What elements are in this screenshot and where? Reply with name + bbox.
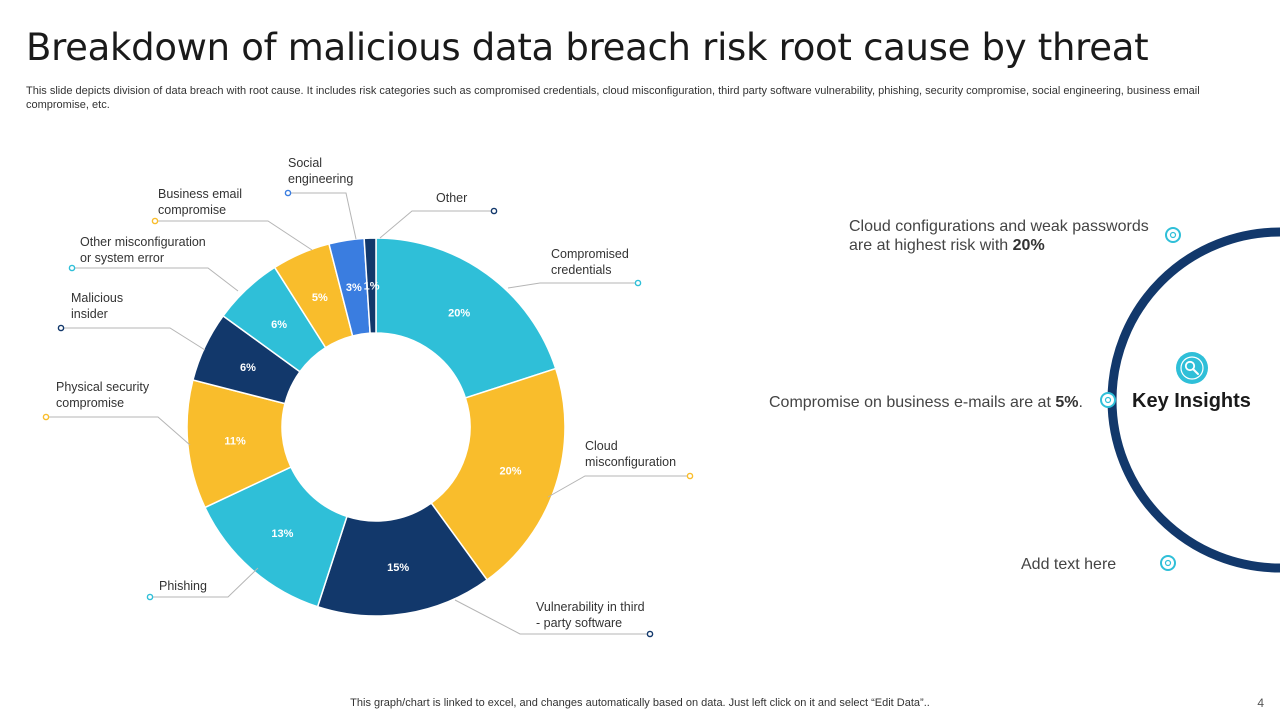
insight-1-value: 20% xyxy=(1012,237,1045,254)
slide-subtitle: This slide depicts division of data brea… xyxy=(26,85,1200,111)
leader-line-9 xyxy=(288,192,357,240)
category-label-6: Malicious insider xyxy=(71,291,123,321)
insight-1-text: Cloud configurations and weak passwords … xyxy=(849,218,1149,254)
page-number: 4 xyxy=(1257,696,1264,710)
leader-dot-4 xyxy=(146,593,154,601)
leader-dot-5 xyxy=(42,413,50,421)
insight-text-3: Add text here xyxy=(1021,556,1117,573)
key-insights-heading: Key Insights xyxy=(1132,390,1251,412)
leader-line-1 xyxy=(507,282,638,289)
leader-dot-2 xyxy=(686,472,694,480)
insights-graphic xyxy=(1100,227,1280,573)
leader-dot-3 xyxy=(646,630,654,638)
insight-text-1: Cloud configurations and weak passwords … xyxy=(849,217,1154,255)
leader-line-8 xyxy=(155,220,313,251)
category-label-5: Physical security compromise xyxy=(56,380,150,410)
category-label-9: Social engineering xyxy=(288,156,353,186)
leader-dot-1 xyxy=(634,279,642,287)
slice-percent-label-1: 20% xyxy=(448,308,470,320)
leader-dot-7 xyxy=(68,264,76,272)
insight-2-text: Compromise on business e-mails are at xyxy=(769,394,1051,411)
category-label-3: Vulnerability in third - party software xyxy=(536,600,645,630)
footer-note: This graph/chart is linked to excel, and… xyxy=(350,697,930,709)
slice-percent-label-10: 1% xyxy=(364,281,380,293)
slice-percent-label-2: 20% xyxy=(500,466,522,478)
leader-line-2 xyxy=(547,475,690,498)
slice-percent-label-3: 15% xyxy=(387,562,409,574)
donut-slice-1[interactable] xyxy=(375,237,557,399)
donut-slice-2[interactable] xyxy=(430,367,566,581)
category-label-7: Other misconfiguration or system error xyxy=(80,235,206,265)
slice-percent-label-5: 11% xyxy=(224,435,246,447)
leader-line-6 xyxy=(61,327,206,351)
magnifier-icon xyxy=(1176,352,1208,384)
slice-percent-label-9: 3% xyxy=(346,282,362,294)
leader-line-3 xyxy=(454,599,650,635)
insight-2-value: 5% xyxy=(1055,394,1079,411)
category-label-10: Other xyxy=(436,191,467,205)
slice-percent-label-6: 6% xyxy=(240,362,256,374)
slice-percent-label-8: 5% xyxy=(312,292,328,304)
leader-line-7 xyxy=(72,267,239,292)
insight-text-2: Compromise on business e-mails are at 5%… xyxy=(769,393,1083,412)
slice-percent-label-7: 6% xyxy=(271,319,287,331)
slice-percent-label-4: 13% xyxy=(271,528,293,540)
leader-dot-10 xyxy=(490,207,498,215)
leader-dot-6 xyxy=(57,324,65,332)
category-label-8: Business email compromise xyxy=(158,187,242,217)
leader-line-5 xyxy=(46,416,191,446)
insight-marker-1 xyxy=(1165,227,1181,243)
category-label-4: Phishing xyxy=(159,579,207,593)
category-label-1: Compromised credentials xyxy=(551,247,629,277)
leader-line-10 xyxy=(379,210,494,239)
insight-marker-3 xyxy=(1160,555,1176,571)
leader-dot-8 xyxy=(151,217,159,225)
slide-title: Breakdown of malicious data breach risk … xyxy=(26,26,1149,69)
slice-percent-labels: 20% 20% 15% 13% 11% 6% 6% 5% 3% 1% xyxy=(224,281,521,574)
leader-line-4 xyxy=(150,567,259,598)
insight-marker-2 xyxy=(1100,392,1116,408)
donut-slice-10[interactable] xyxy=(363,237,377,334)
donut-slice-3[interactable] xyxy=(316,502,489,617)
donut-slices xyxy=(186,237,566,617)
category-label-2: Cloud misconfiguration xyxy=(585,439,676,469)
leader-lines xyxy=(42,189,694,638)
leader-dot-9 xyxy=(284,189,292,197)
insight-2-suffix: . xyxy=(1078,394,1083,411)
category-labels: Compromised credentials Cloud misconfigurat… xyxy=(56,156,676,630)
